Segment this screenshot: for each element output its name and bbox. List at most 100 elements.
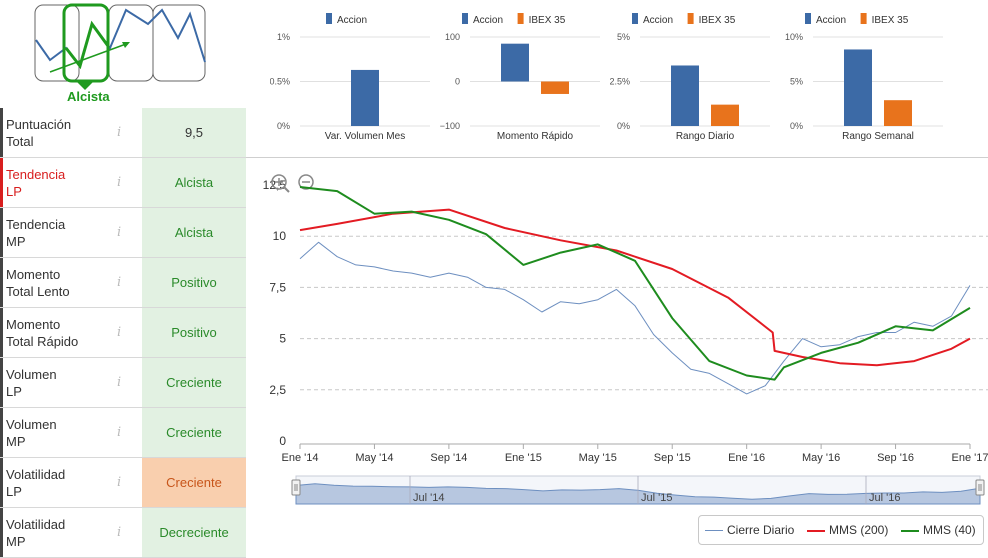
- chart-legend: Cierre Diario MMS (200) MMS (40): [698, 515, 984, 545]
- score-value: Creciente: [142, 358, 246, 407]
- score-value: 9,5: [142, 108, 246, 157]
- bar[interactable]: [711, 104, 739, 126]
- legend-label: IBEX 35: [699, 15, 736, 26]
- score-label: Volumen MP: [0, 408, 142, 457]
- y-tick-label: 100: [445, 32, 460, 42]
- x-tick-label: Sep '16: [877, 452, 914, 464]
- score-row: Puntuación Total i 9,5: [0, 108, 246, 158]
- score-value: Alcista: [142, 158, 246, 207]
- legend-line-icon: [901, 529, 919, 532]
- info-icon[interactable]: i: [117, 475, 122, 490]
- bar[interactable]: [844, 49, 872, 126]
- y-tick-label: 0%: [277, 121, 290, 131]
- legend-item-mms200[interactable]: MMS (200): [807, 523, 888, 537]
- series-line-1[interactable]: [299, 208, 971, 367]
- navigator-tick-label: Jul '16: [869, 492, 900, 504]
- x-axis-label: Rango Semanal: [842, 131, 914, 142]
- navigator-tick-label: Jul '14: [413, 492, 444, 504]
- legend-label: IBEX 35: [872, 15, 909, 26]
- mini-chart-rango-semanal: Accion IBEX 35 10% 5% 0% Rango Semanal: [785, 13, 943, 142]
- y-tick-label: 0%: [617, 121, 630, 131]
- info-icon[interactable]: i: [117, 275, 122, 290]
- bar[interactable]: [351, 69, 379, 126]
- zoom-in-icon[interactable]: [271, 174, 290, 193]
- mini-chart-volumen: Accion 1% 0.5% 0% Var. Volumen Mes: [270, 13, 430, 142]
- info-icon[interactable]: i: [117, 175, 122, 190]
- x-tick-label: Ene '17: [952, 452, 988, 464]
- score-label-line: Momento: [6, 267, 61, 282]
- score-row: Volumen MP i Creciente: [0, 408, 246, 458]
- x-axis-label: Rango Diario: [676, 131, 735, 142]
- x-tick-label: May '14: [355, 452, 393, 464]
- y-tick-label: 0%: [790, 121, 803, 131]
- x-tick-label: Sep '15: [654, 452, 691, 464]
- score-label-line: Total: [6, 134, 34, 149]
- score-label-line: Puntuación: [6, 117, 72, 132]
- legend-label: IBEX 35: [529, 15, 566, 26]
- score-value: Positivo: [142, 258, 246, 307]
- info-icon[interactable]: i: [117, 425, 122, 440]
- y-tick-label: 12,5: [263, 178, 287, 192]
- info-icon[interactable]: i: [117, 525, 122, 540]
- score-label: Volatilidad MP: [0, 508, 142, 557]
- series-line-0[interactable]: [299, 241, 971, 395]
- x-tick-label: Sep '14: [430, 452, 467, 464]
- score-value: Decreciente: [142, 508, 246, 557]
- navigator-left-handle[interactable]: [291, 479, 301, 496]
- score-label-line: Volatilidad: [6, 517, 66, 532]
- legend-swatch-icon: [326, 13, 332, 24]
- mini-chart-momento: Accion IBEX 35 100 0 −100 Momento Rápido: [440, 13, 600, 142]
- legend-swatch-icon: [632, 13, 638, 24]
- divider: [246, 157, 988, 158]
- legend-item-cierre[interactable]: Cierre Diario: [705, 523, 794, 537]
- info-icon[interactable]: i: [117, 125, 122, 140]
- legend-line-icon: [705, 530, 723, 532]
- legend-label: Accion: [473, 15, 503, 26]
- y-tick-label: 7,5: [269, 280, 286, 294]
- legend-label: MMS (200): [829, 523, 889, 537]
- trend-logo-chart-icon: [34, 3, 206, 90]
- score-table: Puntuación Total i 9,5 Tendencia LP i Alcista Te…: [0, 108, 246, 558]
- y-tick-label: 0: [279, 434, 286, 448]
- zoom-out-icon[interactable]: [298, 174, 314, 190]
- legend-swatch-icon: [462, 13, 468, 24]
- x-tick-label: May '15: [579, 452, 617, 464]
- legend-label: Accion: [816, 15, 846, 26]
- score-label: Puntuación Total: [0, 108, 142, 157]
- y-tick-label: 10: [273, 229, 287, 243]
- info-icon[interactable]: i: [117, 325, 122, 340]
- bar[interactable]: [541, 81, 569, 94]
- score-label: Tendencia MP: [0, 208, 142, 257]
- trend-label: Alcista: [67, 89, 110, 104]
- score-label-line: MP: [6, 434, 26, 449]
- legend-line-icon: [807, 529, 825, 532]
- score-row: Tendencia LP i Alcista: [0, 158, 246, 208]
- main-price-chart[interactable]: 12,5 10 7,5 5 2,5 0 Ene '14 May '14 Sep '14 Ene '…: [260, 170, 988, 510]
- legend-item-mms40[interactable]: MMS (40): [901, 523, 976, 537]
- bar[interactable]: [501, 43, 529, 82]
- score-row: Volatilidad LP i Creciente: [0, 458, 246, 508]
- y-tick-label: 0.5%: [270, 77, 290, 87]
- score-label-line: MP: [6, 534, 26, 549]
- score-value: Creciente: [142, 458, 246, 507]
- info-icon[interactable]: i: [117, 225, 122, 240]
- score-label-line: LP: [6, 384, 22, 399]
- bar[interactable]: [671, 65, 699, 126]
- score-label-line: Volatilidad: [6, 467, 66, 482]
- y-tick-label: 10%: [785, 32, 803, 42]
- x-axis-label: Var. Volumen Mes: [325, 131, 405, 142]
- info-icon[interactable]: i: [117, 375, 122, 390]
- score-row: Volumen LP i Creciente: [0, 358, 246, 408]
- series-line-2[interactable]: [299, 186, 971, 381]
- score-label-line: LP: [6, 184, 22, 199]
- score-row: Momento Total Lento i Positivo: [0, 258, 246, 308]
- bar[interactable]: [884, 100, 912, 126]
- navigator-right-handle[interactable]: [975, 479, 985, 496]
- score-value: Positivo: [142, 308, 246, 357]
- score-label-line: Total Rápido: [6, 334, 79, 349]
- score-label: Volumen LP: [0, 358, 142, 407]
- x-axis-label: Momento Rápido: [497, 131, 574, 142]
- y-tick-label: 2.5%: [610, 77, 630, 87]
- legend-label: Accion: [643, 15, 673, 26]
- y-tick-label: 5%: [790, 77, 803, 87]
